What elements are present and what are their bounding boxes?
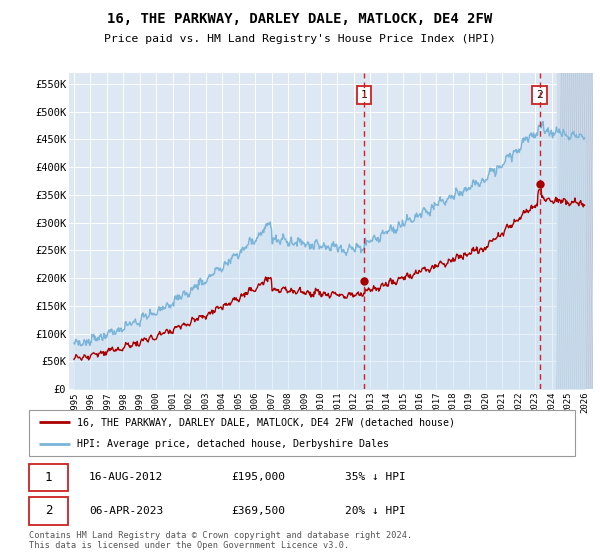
FancyBboxPatch shape [29,410,575,456]
Text: 35% ↓ HPI: 35% ↓ HPI [346,473,406,482]
FancyBboxPatch shape [29,497,68,525]
Text: 20% ↓ HPI: 20% ↓ HPI [346,506,406,516]
Text: £195,000: £195,000 [231,473,285,482]
Text: 2: 2 [536,90,543,100]
Text: £369,500: £369,500 [231,506,285,516]
Text: 1: 1 [361,90,368,100]
Text: 16-AUG-2012: 16-AUG-2012 [89,473,163,482]
FancyBboxPatch shape [29,464,68,491]
Text: Contains HM Land Registry data © Crown copyright and database right 2024.
This d: Contains HM Land Registry data © Crown c… [29,531,412,550]
Text: Price paid vs. HM Land Registry's House Price Index (HPI): Price paid vs. HM Land Registry's House … [104,34,496,44]
Text: 06-APR-2023: 06-APR-2023 [89,506,163,516]
Text: 1: 1 [45,471,52,484]
Bar [557,73,593,389]
Text: 2: 2 [45,505,52,517]
Text: 16, THE PARKWAY, DARLEY DALE, MATLOCK, DE4 2FW: 16, THE PARKWAY, DARLEY DALE, MATLOCK, D… [107,12,493,26]
Text: 16, THE PARKWAY, DARLEY DALE, MATLOCK, DE4 2FW (detached house): 16, THE PARKWAY, DARLEY DALE, MATLOCK, D… [77,417,455,427]
Text: HPI: Average price, detached house, Derbyshire Dales: HPI: Average price, detached house, Derb… [77,439,389,449]
